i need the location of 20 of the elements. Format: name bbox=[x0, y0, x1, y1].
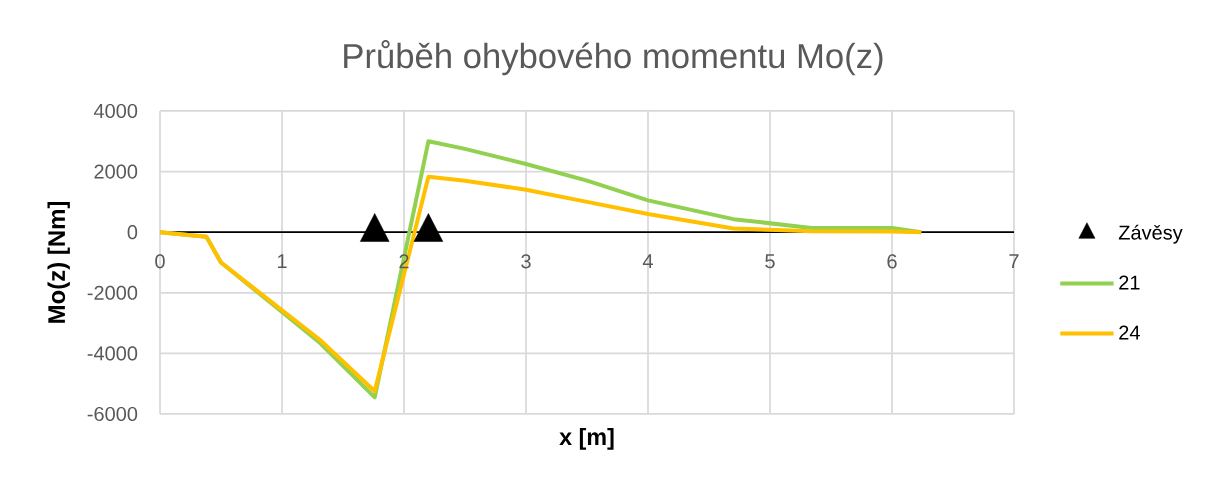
x-tick-label: 7 bbox=[1009, 254, 1019, 268]
x-tick-label: 5 bbox=[765, 254, 775, 269]
legend-label: 24 bbox=[1119, 325, 1140, 340]
x-axis-title: x [m] bbox=[559, 428, 614, 450]
y-tick-label: -4000 bbox=[87, 346, 138, 361]
chart-title: Průběh ohybového momentu Mo(z) bbox=[344, 40, 883, 76]
x-tick-label: 4 bbox=[642, 254, 653, 268]
y-tick-label: -6000 bbox=[87, 406, 138, 422]
legend-label: Závěsy bbox=[1118, 224, 1183, 244]
x-tick-label: 6 bbox=[887, 254, 897, 269]
y-tick-label: -2000 bbox=[87, 285, 138, 300]
y-tick-label: 0 bbox=[127, 225, 138, 240]
y-tick-label: 4000 bbox=[93, 103, 138, 119]
legend-label: 21 bbox=[1119, 275, 1140, 290]
y-tick-label: 2000 bbox=[94, 164, 138, 179]
x-tick-label: 3 bbox=[521, 254, 531, 269]
x-tick-label: 0 bbox=[155, 254, 165, 269]
x-tick-label: 1 bbox=[277, 254, 287, 268]
y-axis-title: Mo(z) [Nm] bbox=[47, 201, 70, 323]
x-tick-label: 2 bbox=[399, 254, 409, 269]
